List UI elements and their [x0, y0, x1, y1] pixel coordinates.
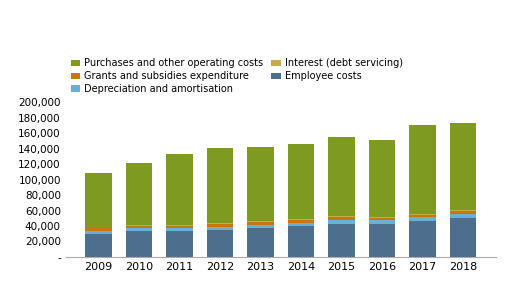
Bar — [207, 224, 233, 227]
Bar — [85, 227, 112, 228]
Bar — [247, 228, 273, 257]
Bar — [449, 214, 475, 218]
Bar — [287, 144, 314, 219]
Legend: Purchases and other operating costs, Grants and subsidies expenditure, Depreciat: Purchases and other operating costs, Gra… — [71, 58, 402, 94]
Bar — [368, 140, 394, 217]
Bar — [449, 211, 475, 214]
Bar — [207, 230, 233, 257]
Bar — [247, 222, 273, 225]
Bar — [85, 231, 112, 234]
Bar — [85, 228, 112, 231]
Bar — [449, 124, 475, 210]
Bar — [328, 224, 354, 257]
Bar — [328, 216, 354, 218]
Bar — [409, 125, 435, 214]
Bar — [166, 226, 192, 228]
Bar — [368, 217, 394, 218]
Bar — [449, 218, 475, 257]
Bar — [85, 234, 112, 257]
Bar — [287, 223, 314, 226]
Bar — [126, 226, 152, 228]
Bar — [328, 137, 354, 216]
Bar — [287, 220, 314, 223]
Bar — [166, 154, 192, 225]
Bar — [247, 225, 273, 228]
Bar — [85, 173, 112, 227]
Bar — [287, 226, 314, 257]
Bar — [247, 221, 273, 222]
Bar — [247, 147, 273, 221]
Bar — [207, 227, 233, 230]
Bar — [409, 215, 435, 218]
Bar — [166, 225, 192, 226]
Bar — [328, 218, 354, 220]
Bar — [126, 232, 152, 257]
Bar — [368, 224, 394, 257]
Bar — [166, 232, 192, 257]
Bar — [207, 148, 233, 223]
Bar — [328, 220, 354, 224]
Bar — [449, 210, 475, 211]
Bar — [126, 163, 152, 225]
Bar — [368, 220, 394, 224]
Bar — [126, 225, 152, 226]
Bar — [287, 219, 314, 220]
Bar — [166, 228, 192, 232]
Bar — [126, 228, 152, 232]
Bar — [409, 218, 435, 221]
Bar — [409, 221, 435, 257]
Bar — [368, 218, 394, 220]
Bar — [207, 223, 233, 224]
Bar — [409, 214, 435, 215]
